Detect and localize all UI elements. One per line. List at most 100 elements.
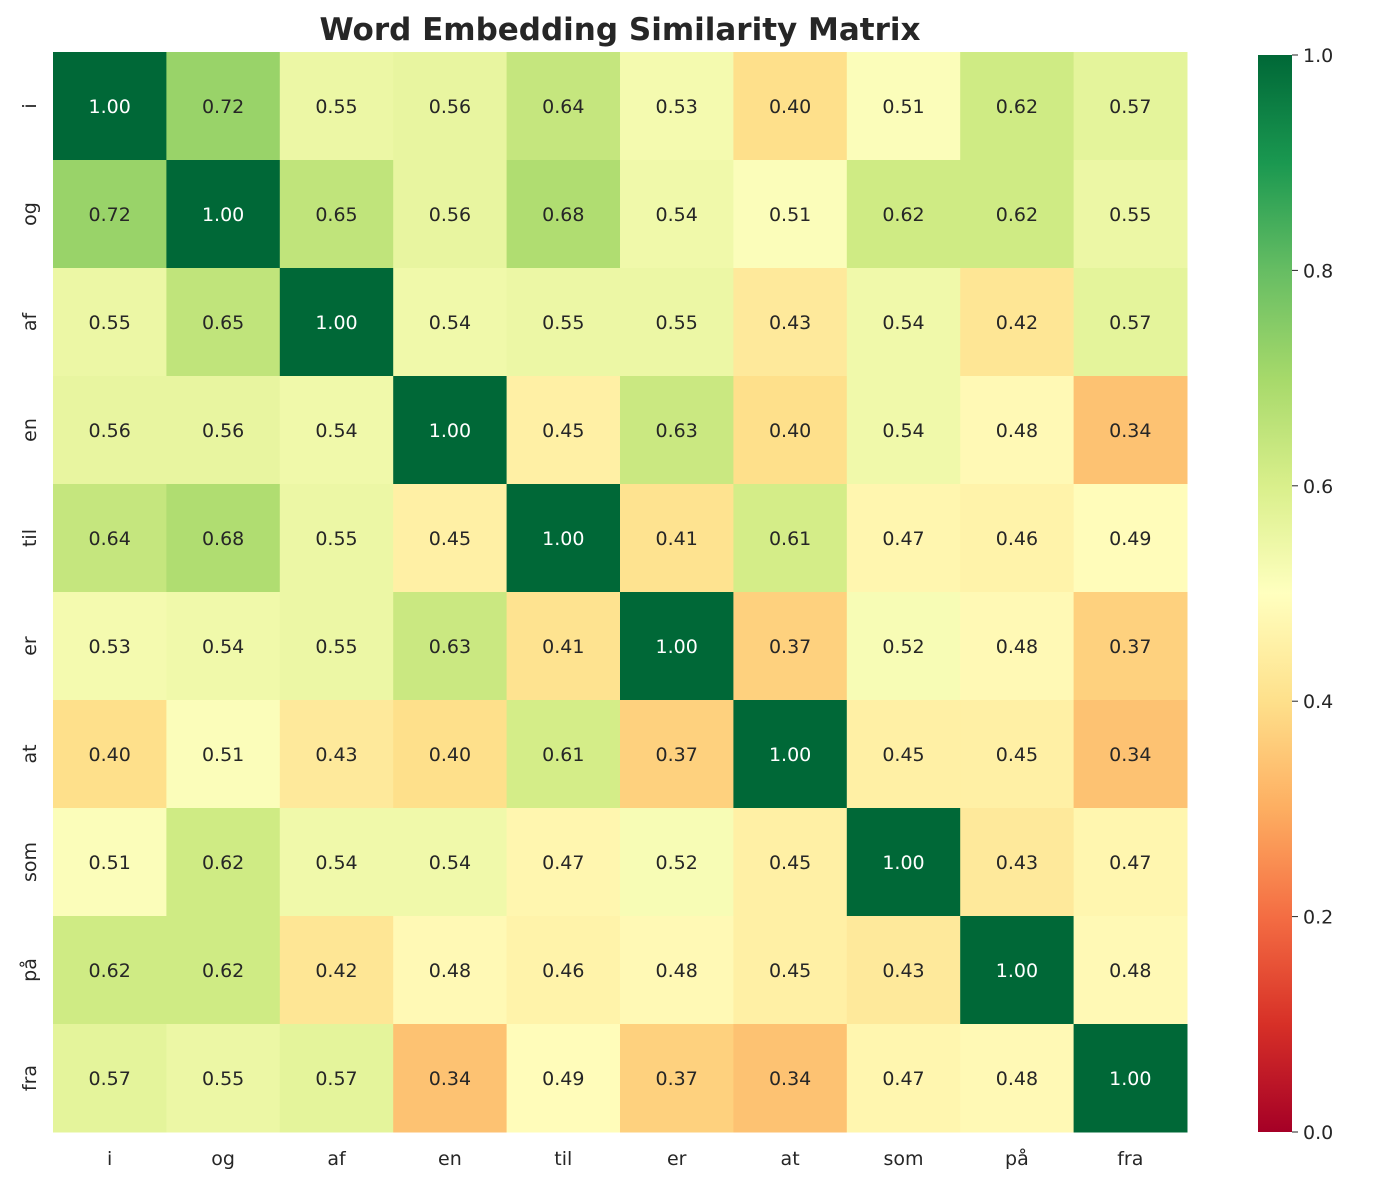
y-tick-label: fra (19, 1065, 41, 1091)
heatmap-cell (620, 376, 734, 485)
cell-annotation: 0.63 (429, 636, 471, 658)
heatmap-cell (506, 52, 621, 161)
heatmap-cell (53, 1024, 167, 1133)
heatmap-cell (166, 268, 281, 377)
heatmap-cell (960, 1024, 1075, 1133)
x-tick-label: og (211, 1148, 235, 1170)
cell-annotation: 0.52 (882, 636, 924, 658)
colorbar-ticks: 0.0 0.2 0.4 0.6 0.8 1.0 (1292, 45, 1333, 1144)
cell-annotation: 0.48 (996, 636, 1038, 658)
x-axis-labels: i og af en til er at som på fra (107, 1147, 1143, 1170)
cell-annotation: 0.62 (996, 204, 1038, 226)
heatmap-cell (960, 484, 1075, 593)
cell-annotation: 0.40 (769, 420, 811, 442)
heatmap-cell (733, 916, 848, 1025)
cell-annotation: 0.37 (656, 744, 698, 766)
y-axis-labels: i og af en til er at som på fra (18, 103, 41, 1091)
cell-annotation: 0.48 (996, 420, 1038, 442)
colorbar-tick-label: 0.4 (1303, 691, 1333, 713)
heatmap-cell (960, 808, 1075, 917)
cell-annotation: 0.72 (89, 204, 131, 226)
cell-annotation: 0.40 (89, 744, 131, 766)
heatmap-cell (733, 700, 848, 809)
cell-annotation: 0.51 (202, 744, 244, 766)
cell-annotation: 0.55 (315, 636, 357, 658)
heatmap-cell (846, 700, 961, 809)
y-tick-label: af (19, 312, 41, 332)
cell-annotation: 0.55 (542, 312, 584, 334)
cell-annotation: 0.47 (882, 528, 924, 550)
cell-annotation: 0.45 (429, 528, 471, 550)
heatmap-cell (506, 160, 621, 269)
cell-annotation: 0.68 (202, 528, 244, 550)
heatmap-cell (393, 592, 508, 701)
cell-annotation: 0.42 (996, 312, 1038, 334)
cell-annotation: 0.54 (202, 636, 244, 658)
heatmap-cell (53, 52, 167, 161)
cell-annotation: 0.37 (1109, 636, 1151, 658)
cell-annotation: 0.37 (769, 636, 811, 658)
heatmap-cell (166, 484, 281, 593)
heatmap-cell (53, 268, 167, 377)
cell-annotation: 0.54 (656, 204, 698, 226)
cell-annotation: 0.61 (769, 528, 811, 550)
cell-annotation: 0.55 (315, 528, 357, 550)
x-tick-label: at (781, 1148, 800, 1170)
heatmap-cell (393, 52, 508, 161)
cell-annotation: 0.62 (202, 960, 244, 982)
cell-annotation: 0.34 (1109, 420, 1151, 442)
y-tick-label: på (18, 958, 41, 982)
heatmap-cell (506, 268, 621, 377)
heatmap-cell (1073, 268, 1188, 377)
heatmap-cell (166, 52, 281, 161)
heatmap-cell (733, 484, 848, 593)
x-tick-label: på (1005, 1147, 1029, 1170)
heatmap-cell (53, 916, 167, 1025)
cell-annotation: 0.51 (89, 852, 131, 874)
cell-annotation: 1.00 (996, 960, 1038, 982)
cell-annotation: 0.51 (882, 96, 924, 118)
cell-annotation: 0.63 (656, 420, 698, 442)
cell-annotation: 0.54 (429, 312, 471, 334)
cell-annotation: 0.48 (1109, 960, 1151, 982)
heatmap-cells: 1.00 0.72 0.55 0.56 0.64 0.53 0.40 0.51 0.62 0.57… (53, 52, 1188, 1133)
heatmap-cell (166, 376, 281, 485)
cell-annotation: 0.40 (429, 744, 471, 766)
x-tick-label: i (107, 1148, 112, 1170)
cell-annotation: 0.65 (202, 312, 244, 334)
cell-annotation: 0.45 (769, 960, 811, 982)
heatmap-cell (620, 160, 734, 269)
heatmap-cell (733, 268, 848, 377)
heatmap-cell (279, 160, 394, 269)
heatmap-cell (846, 1024, 961, 1133)
heatmap-cell (846, 52, 961, 161)
cell-annotation: 0.53 (656, 96, 698, 118)
heatmap-cell (279, 52, 394, 161)
cell-annotation: 0.65 (315, 204, 357, 226)
colorbar (1258, 55, 1292, 1132)
cell-annotation: 0.53 (89, 636, 131, 658)
heatmap-cell (53, 808, 167, 917)
cell-annotation: 1.00 (656, 636, 698, 658)
cell-annotation: 0.54 (429, 852, 471, 874)
heatmap-cell (846, 160, 961, 269)
cell-annotation: 0.45 (882, 744, 924, 766)
cell-annotation: 1.00 (202, 204, 244, 226)
cell-annotation: 0.64 (89, 528, 131, 550)
y-tick-label: at (19, 744, 41, 763)
cell-annotation: 0.48 (429, 960, 471, 982)
cell-annotation: 0.57 (1109, 312, 1151, 334)
cell-annotation: 0.34 (769, 1068, 811, 1090)
cell-annotation: 0.56 (429, 204, 471, 226)
cell-annotation: 0.56 (429, 96, 471, 118)
heatmap-cell (393, 808, 508, 917)
y-tick-label: til (19, 529, 41, 547)
y-tick-label: i (19, 103, 41, 108)
cell-annotation: 0.45 (542, 420, 584, 442)
heatmap-cell (733, 1024, 848, 1133)
heatmap-cell (1073, 592, 1188, 701)
heatmap-cell (393, 916, 508, 1025)
heatmap-cell (1073, 808, 1188, 917)
cell-annotation: 0.55 (89, 312, 131, 334)
heatmap-cell (846, 376, 961, 485)
